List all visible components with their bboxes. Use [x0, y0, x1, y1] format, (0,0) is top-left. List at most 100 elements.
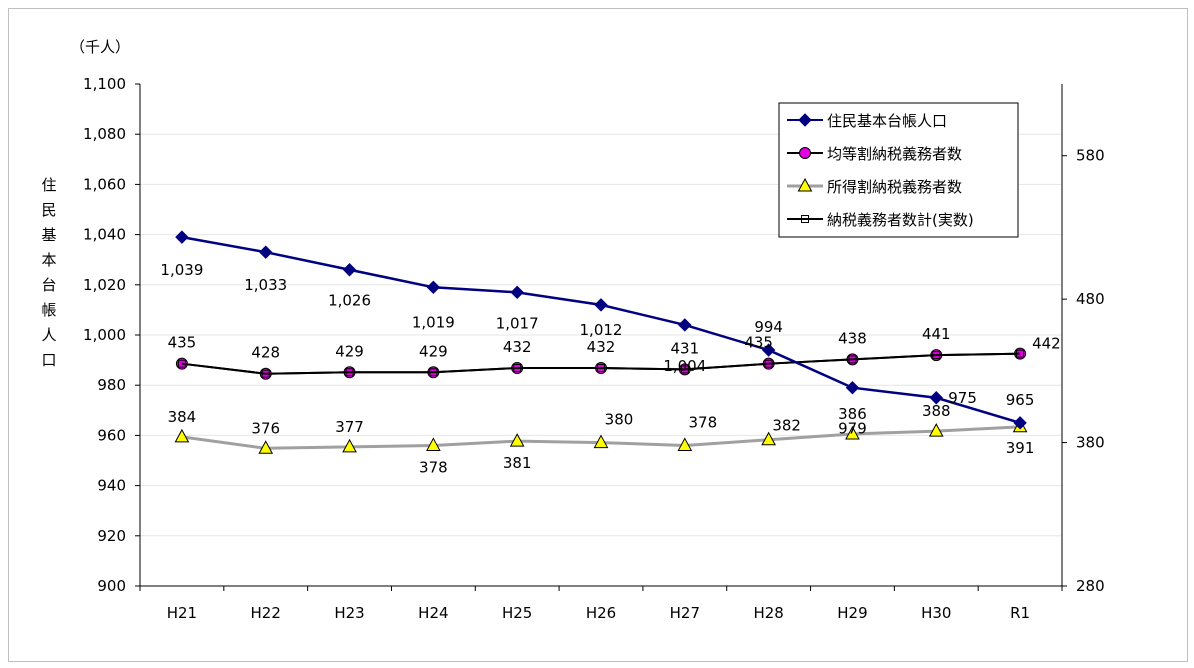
- data-label-income-taxpayers: 378: [688, 413, 717, 431]
- series-point-3: [177, 359, 186, 368]
- left-tick-label: 1,060: [83, 175, 126, 193]
- series-point-3: [680, 365, 689, 374]
- data-label-equal-taxpayers: 438: [838, 329, 867, 347]
- unit-label: （千人）: [70, 38, 130, 56]
- left-tick-label: 960: [97, 426, 126, 444]
- left-tick-label: 980: [97, 376, 126, 394]
- series-point-0: [845, 381, 860, 395]
- x-tick-label: H24: [418, 604, 448, 622]
- series-point-0: [426, 280, 441, 295]
- x-tick-label: H30: [921, 604, 951, 622]
- left-tick-label: 920: [97, 527, 126, 545]
- series-point-0: [1013, 416, 1027, 430]
- series-point-2: [677, 437, 693, 451]
- series-point-2: [593, 434, 609, 449]
- legend: [778, 102, 1019, 238]
- data-label-income-taxpayers: 380: [605, 411, 634, 429]
- left-tick-label: 940: [97, 477, 126, 495]
- series-point-0: [259, 245, 273, 259]
- data-label-equal-taxpayers: 432: [587, 338, 616, 356]
- data-label-income-taxpayers: 378: [419, 458, 448, 476]
- series-point-0: [929, 391, 943, 405]
- series-point-3: [261, 369, 270, 378]
- data-label-equal-taxpayers: 435: [744, 334, 773, 352]
- series-point-0: [678, 318, 692, 332]
- data-label-income-taxpayers: 384: [168, 408, 197, 426]
- data-label-equal-taxpayers: 432: [503, 338, 532, 356]
- series-point-0: [510, 285, 524, 300]
- series-point-2: [174, 428, 190, 443]
- data-label-income-taxpayers: 377: [335, 418, 364, 436]
- series-point-0: [175, 230, 189, 244]
- data-label-equal-taxpayers: 441: [922, 325, 951, 343]
- series-line-3: [181, 352, 1021, 375]
- data-label-population: 1,039: [160, 261, 203, 279]
- data-label-income-taxpayers: 381: [503, 454, 532, 472]
- data-label-population: 994: [754, 318, 783, 336]
- legend-marker: [801, 215, 809, 223]
- left-tick-label: 1,000: [83, 326, 126, 344]
- series-point-3: [1016, 349, 1025, 358]
- x-tick-label: H23: [334, 604, 364, 622]
- data-label-population: 1,033: [244, 276, 287, 294]
- data-label-population: 1,004: [663, 357, 706, 375]
- x-tick-label: H27: [670, 604, 700, 622]
- x-tick-label: H22: [251, 604, 281, 622]
- series-point-2: [426, 437, 441, 451]
- data-label-population: 1,026: [328, 292, 371, 310]
- x-tick-label: H25: [502, 604, 532, 622]
- series-point-3: [764, 359, 773, 368]
- data-label-equal-taxpayers: 435: [168, 334, 197, 352]
- legend-entry-label: 住民基本台帳人口: [827, 112, 947, 130]
- legend-entry-label: 均等割納税義務者数: [827, 145, 962, 163]
- right-tick-label: 580: [1076, 147, 1105, 165]
- data-label-population: 1,019: [412, 313, 455, 331]
- legend-marker: [798, 113, 812, 127]
- data-label-equal-taxpayers: 429: [335, 342, 364, 360]
- legend-marker: [799, 147, 811, 159]
- series-point-3: [597, 363, 605, 372]
- right-tick-label: 280: [1076, 577, 1105, 595]
- series-point-2: [928, 423, 944, 437]
- data-label-equal-taxpayers: 429: [419, 342, 448, 360]
- data-label-income-taxpayers: 382: [772, 417, 801, 435]
- legend-entry-label: 納税義務者数計(実数): [827, 211, 974, 229]
- left-tick-label: 1,080: [83, 125, 126, 143]
- left-tick-label: 900: [97, 577, 126, 595]
- y-axis-label: 住民基本台帳人口: [41, 176, 56, 369]
- x-tick-label: R1: [1010, 604, 1030, 622]
- data-label-equal-taxpayers: 431: [670, 339, 699, 357]
- data-label-population: 1,017: [496, 314, 539, 332]
- series-point-2: [342, 438, 357, 453]
- x-tick-label: H29: [837, 604, 867, 622]
- data-label-population: 1,012: [580, 321, 623, 339]
- series-point-0: [342, 263, 357, 277]
- series-point-3: [429, 368, 438, 377]
- series-point-3: [345, 368, 354, 377]
- data-label-income-taxpayers: 388: [922, 402, 951, 420]
- series-point-3: [848, 355, 857, 364]
- series-point-2: [509, 433, 525, 447]
- series-point-2: [845, 425, 860, 440]
- data-label-equal-taxpayers: 442: [1032, 335, 1061, 353]
- left-tick-label: 1,100: [83, 75, 126, 93]
- data-label-equal-taxpayers: 428: [251, 344, 280, 362]
- x-tick-label: H21: [167, 604, 197, 622]
- series-point-0: [594, 298, 608, 312]
- data-label-population: 975: [948, 389, 977, 407]
- data-label-population: 979: [838, 420, 867, 438]
- legend-entry-label: 所得割納税義務者数: [827, 178, 962, 196]
- left-tick-label: 1,040: [83, 226, 126, 244]
- x-tick-label: H26: [586, 604, 616, 622]
- series-point-2: [258, 440, 274, 454]
- right-tick-label: 480: [1076, 290, 1105, 308]
- series-point-3: [932, 351, 941, 360]
- legend-marker: [797, 177, 813, 192]
- series-point-2: [761, 431, 776, 446]
- data-label-population: 965: [1006, 391, 1035, 409]
- right-tick-label: 380: [1076, 434, 1105, 452]
- series-point-3: [513, 363, 522, 372]
- left-tick-label: 1,020: [83, 276, 126, 294]
- series-point-0: [761, 343, 776, 357]
